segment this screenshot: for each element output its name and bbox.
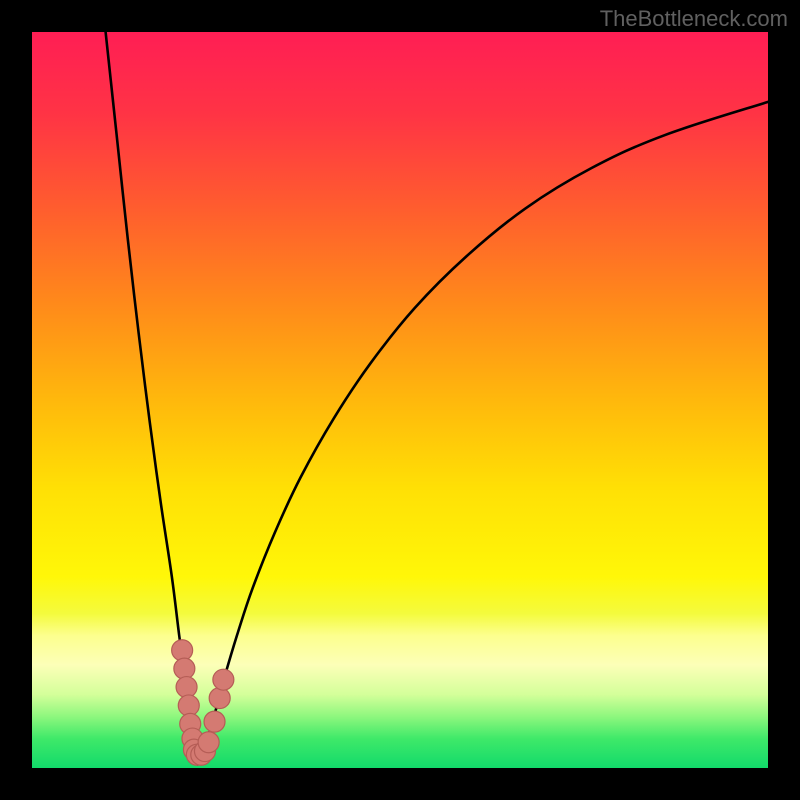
marker-dot	[174, 658, 195, 679]
marker-dot	[213, 669, 234, 690]
marker-dot	[172, 640, 193, 661]
bottleneck-chart	[32, 32, 768, 768]
chart-stage: TheBottleneck.com	[0, 0, 800, 800]
watermark-text: TheBottleneck.com	[600, 6, 788, 32]
marker-dot	[198, 732, 219, 753]
marker-dot	[178, 695, 199, 716]
marker-dot	[176, 677, 197, 698]
plot-background	[32, 32, 768, 768]
marker-dot	[209, 688, 230, 709]
marker-dot	[204, 711, 225, 732]
